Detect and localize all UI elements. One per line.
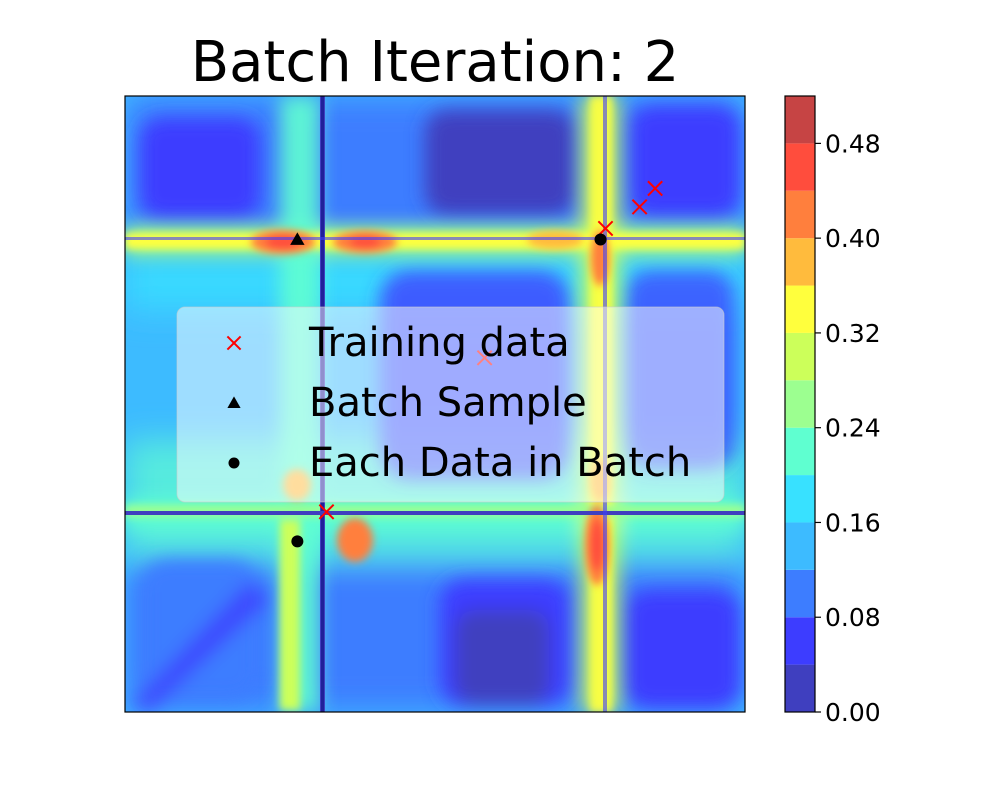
training-data-marker [318,503,335,520]
training-data-marker [647,180,663,197]
colorbar-segment [785,617,815,665]
legend-marker [228,457,240,469]
colorbar-tick-label: 0.00 [825,698,881,727]
batch-data-marker [291,535,304,548]
colorbar-segment [785,285,815,333]
legend-marker [226,335,242,351]
training-data-marker [597,220,614,237]
colorbar-segment [785,427,815,476]
legend-box [176,306,725,503]
colorbar-segment [785,664,815,712]
colorbar-tick-label: 0.32 [825,319,881,348]
legend-label: Each Data in Batch [309,440,691,486]
colorbar-segment [785,475,815,523]
legend: Training data Batch Sample Each Data in Ba… [176,306,725,503]
legend-label: Training data [308,320,570,366]
colorbar-segment [785,238,815,286]
colorbar-segment [785,190,815,239]
chart-title: Batch Iteration: 2 [190,30,680,95]
legend-marker [227,396,241,408]
batch-sample-marker [290,232,305,245]
plot-frame [124,95,746,713]
colorbar-tick-label: 0.48 [825,129,881,158]
colorbar: 0.00 0.08 0.16 0.24 0.32 0.40 0.48 [784,95,881,727]
colorbar-tick-label: 0.24 [825,414,881,443]
colorbar-segment [785,380,815,428]
colorbar-tick-label: 0.16 [825,508,881,537]
legend-label: Batch Sample [309,380,587,426]
colorbar-tick-label: 0.08 [825,603,881,632]
colorbar-tick-label: 0.40 [825,224,881,253]
batch-data-marker [594,233,607,246]
colorbar-segment [785,96,815,144]
colorbar-frame [784,95,816,713]
colorbar-segment [785,332,815,381]
colorbar-segment [785,143,815,191]
colorbar-segment [785,569,815,618]
colorbar-segment [785,522,815,570]
training-data-marker [631,199,648,215]
